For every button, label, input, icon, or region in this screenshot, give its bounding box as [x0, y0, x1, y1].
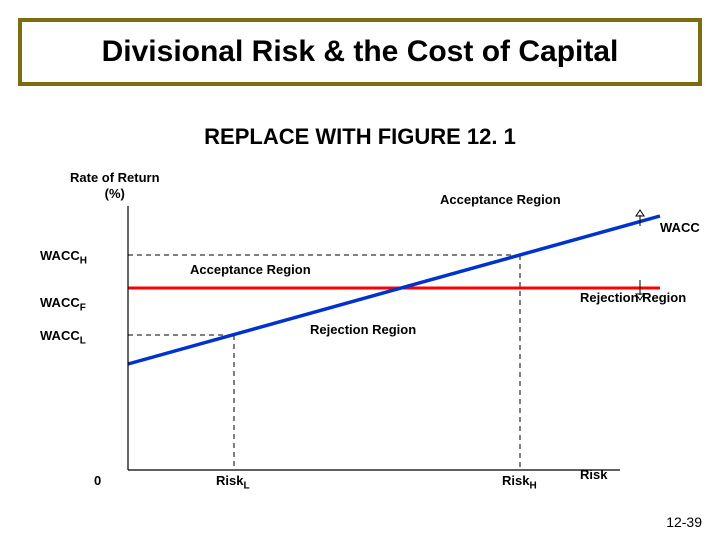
chart-area: Rate of Return (%) Acceptance Region WAC… — [20, 170, 700, 510]
subtitle: REPLACE WITH FIGURE 12. 1 — [0, 124, 720, 150]
title-box: Divisional Risk & the Cost of Capital — [18, 18, 702, 86]
page-title: Divisional Risk & the Cost of Capital — [102, 35, 619, 69]
page-number: 12-39 — [666, 514, 702, 530]
chart-svg — [20, 170, 700, 510]
